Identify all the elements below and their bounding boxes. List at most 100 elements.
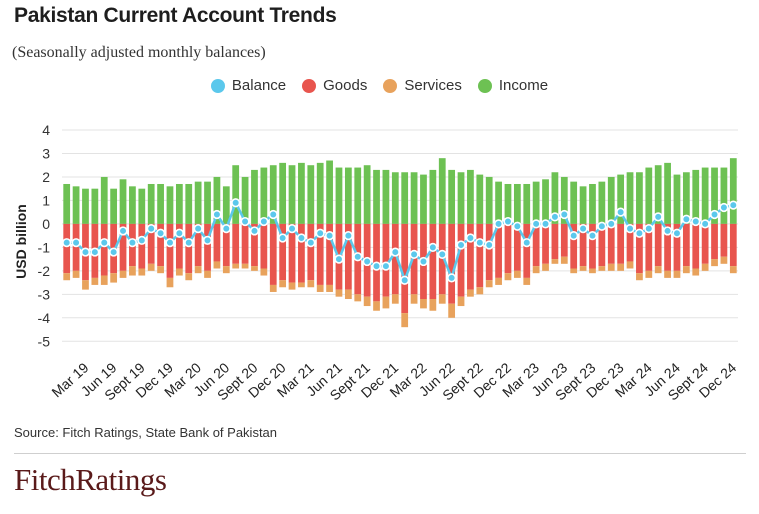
services-bar [222, 266, 230, 274]
balance-point [409, 249, 419, 260]
income-bar [175, 183, 183, 224]
balance-point [634, 228, 645, 238]
balance-point [155, 228, 166, 238]
balance-point [109, 247, 119, 257]
income-bar [626, 172, 634, 224]
legend-item-services[interactable]: Services [383, 77, 462, 94]
income-bar [692, 169, 700, 224]
services-bar [438, 294, 446, 304]
services-bar [401, 313, 409, 328]
y-tick-label: -3 [38, 286, 51, 302]
goods-bar [542, 223, 549, 264]
income-bar [298, 162, 305, 224]
services-bar [373, 301, 380, 311]
income-bar [213, 176, 221, 224]
services-bar [476, 287, 484, 295]
balance-point [296, 233, 307, 243]
goods-bar [636, 223, 643, 274]
balance-point [493, 219, 504, 229]
services-bar [495, 277, 502, 285]
income-bar [438, 158, 446, 224]
goods-bar [410, 223, 418, 295]
services-bar [448, 303, 456, 318]
income-bar [279, 162, 287, 224]
goods-bar [166, 223, 174, 278]
services-bar [175, 268, 183, 276]
income-bar [185, 183, 193, 224]
income-bar [251, 169, 258, 224]
y-tick-label: -2 [38, 263, 51, 279]
income-bar [204, 181, 211, 224]
legend-label-goods: Goods [323, 77, 368, 94]
services-bar [729, 266, 737, 274]
balance-point [719, 202, 729, 213]
goods-bar [269, 223, 277, 285]
income-bar [495, 181, 502, 224]
balance-point [259, 216, 269, 227]
legend-item-balance[interactable]: Balance [210, 77, 286, 94]
balance-point [512, 221, 522, 231]
legend-label-services: Services [404, 77, 462, 94]
goods-bar [654, 223, 662, 267]
balance-point [653, 212, 663, 222]
income-bar [344, 167, 352, 224]
goods-bar [251, 223, 258, 267]
services-bar [119, 270, 127, 278]
balance-point [62, 238, 72, 248]
income-bar [579, 186, 587, 224]
goods-bar [185, 223, 193, 274]
goods-bar [241, 223, 249, 264]
income-bar [457, 172, 465, 224]
balance-point [268, 209, 278, 220]
balance-point [390, 247, 400, 257]
income-bar [589, 183, 596, 224]
services-bar [335, 289, 343, 297]
balance-point [287, 223, 297, 234]
income-bar [410, 172, 418, 224]
income-bar [551, 172, 559, 224]
goods-bar [570, 223, 578, 269]
legend-item-goods[interactable]: Goods [302, 77, 367, 94]
balance-point [400, 275, 410, 285]
income-bar [570, 181, 578, 224]
income-bar [222, 186, 230, 224]
services-bar [147, 263, 155, 271]
income-bar [664, 162, 671, 224]
services-bar [410, 294, 418, 304]
balance-point [475, 238, 485, 248]
income-bar [420, 174, 427, 224]
y-axis-label: USD billion [13, 204, 29, 279]
goods-bar [175, 223, 183, 269]
income-bar [232, 165, 240, 224]
income-bar [485, 176, 493, 224]
goods-bar [316, 223, 324, 285]
income-bar [194, 181, 202, 224]
goods-bar [138, 223, 146, 269]
balance-point [221, 223, 231, 234]
goods-bar [513, 223, 521, 271]
services-bar [316, 284, 324, 292]
balance-point [662, 226, 673, 236]
services-bar [570, 268, 578, 274]
services-bar [607, 263, 615, 271]
services-bar [110, 273, 118, 283]
balance-point [503, 216, 513, 227]
income-bar [720, 167, 728, 224]
services-bar [420, 299, 427, 309]
balance-point [212, 209, 222, 220]
services-bar [82, 280, 89, 290]
income-bar [401, 172, 409, 224]
balance-point [137, 235, 147, 245]
income-bar [476, 174, 484, 224]
goods-bar [391, 223, 399, 295]
balance-point [644, 223, 654, 234]
fitch-ratings-logo: FitchRatings [14, 462, 167, 497]
services-bar [194, 266, 202, 274]
services-bar [711, 259, 718, 267]
income-bar [157, 183, 164, 224]
balance-point [428, 242, 438, 252]
services-bar [251, 266, 258, 271]
income-bar [166, 186, 174, 224]
balance-point [381, 261, 391, 271]
legend-item-income[interactable]: Income [477, 77, 548, 94]
